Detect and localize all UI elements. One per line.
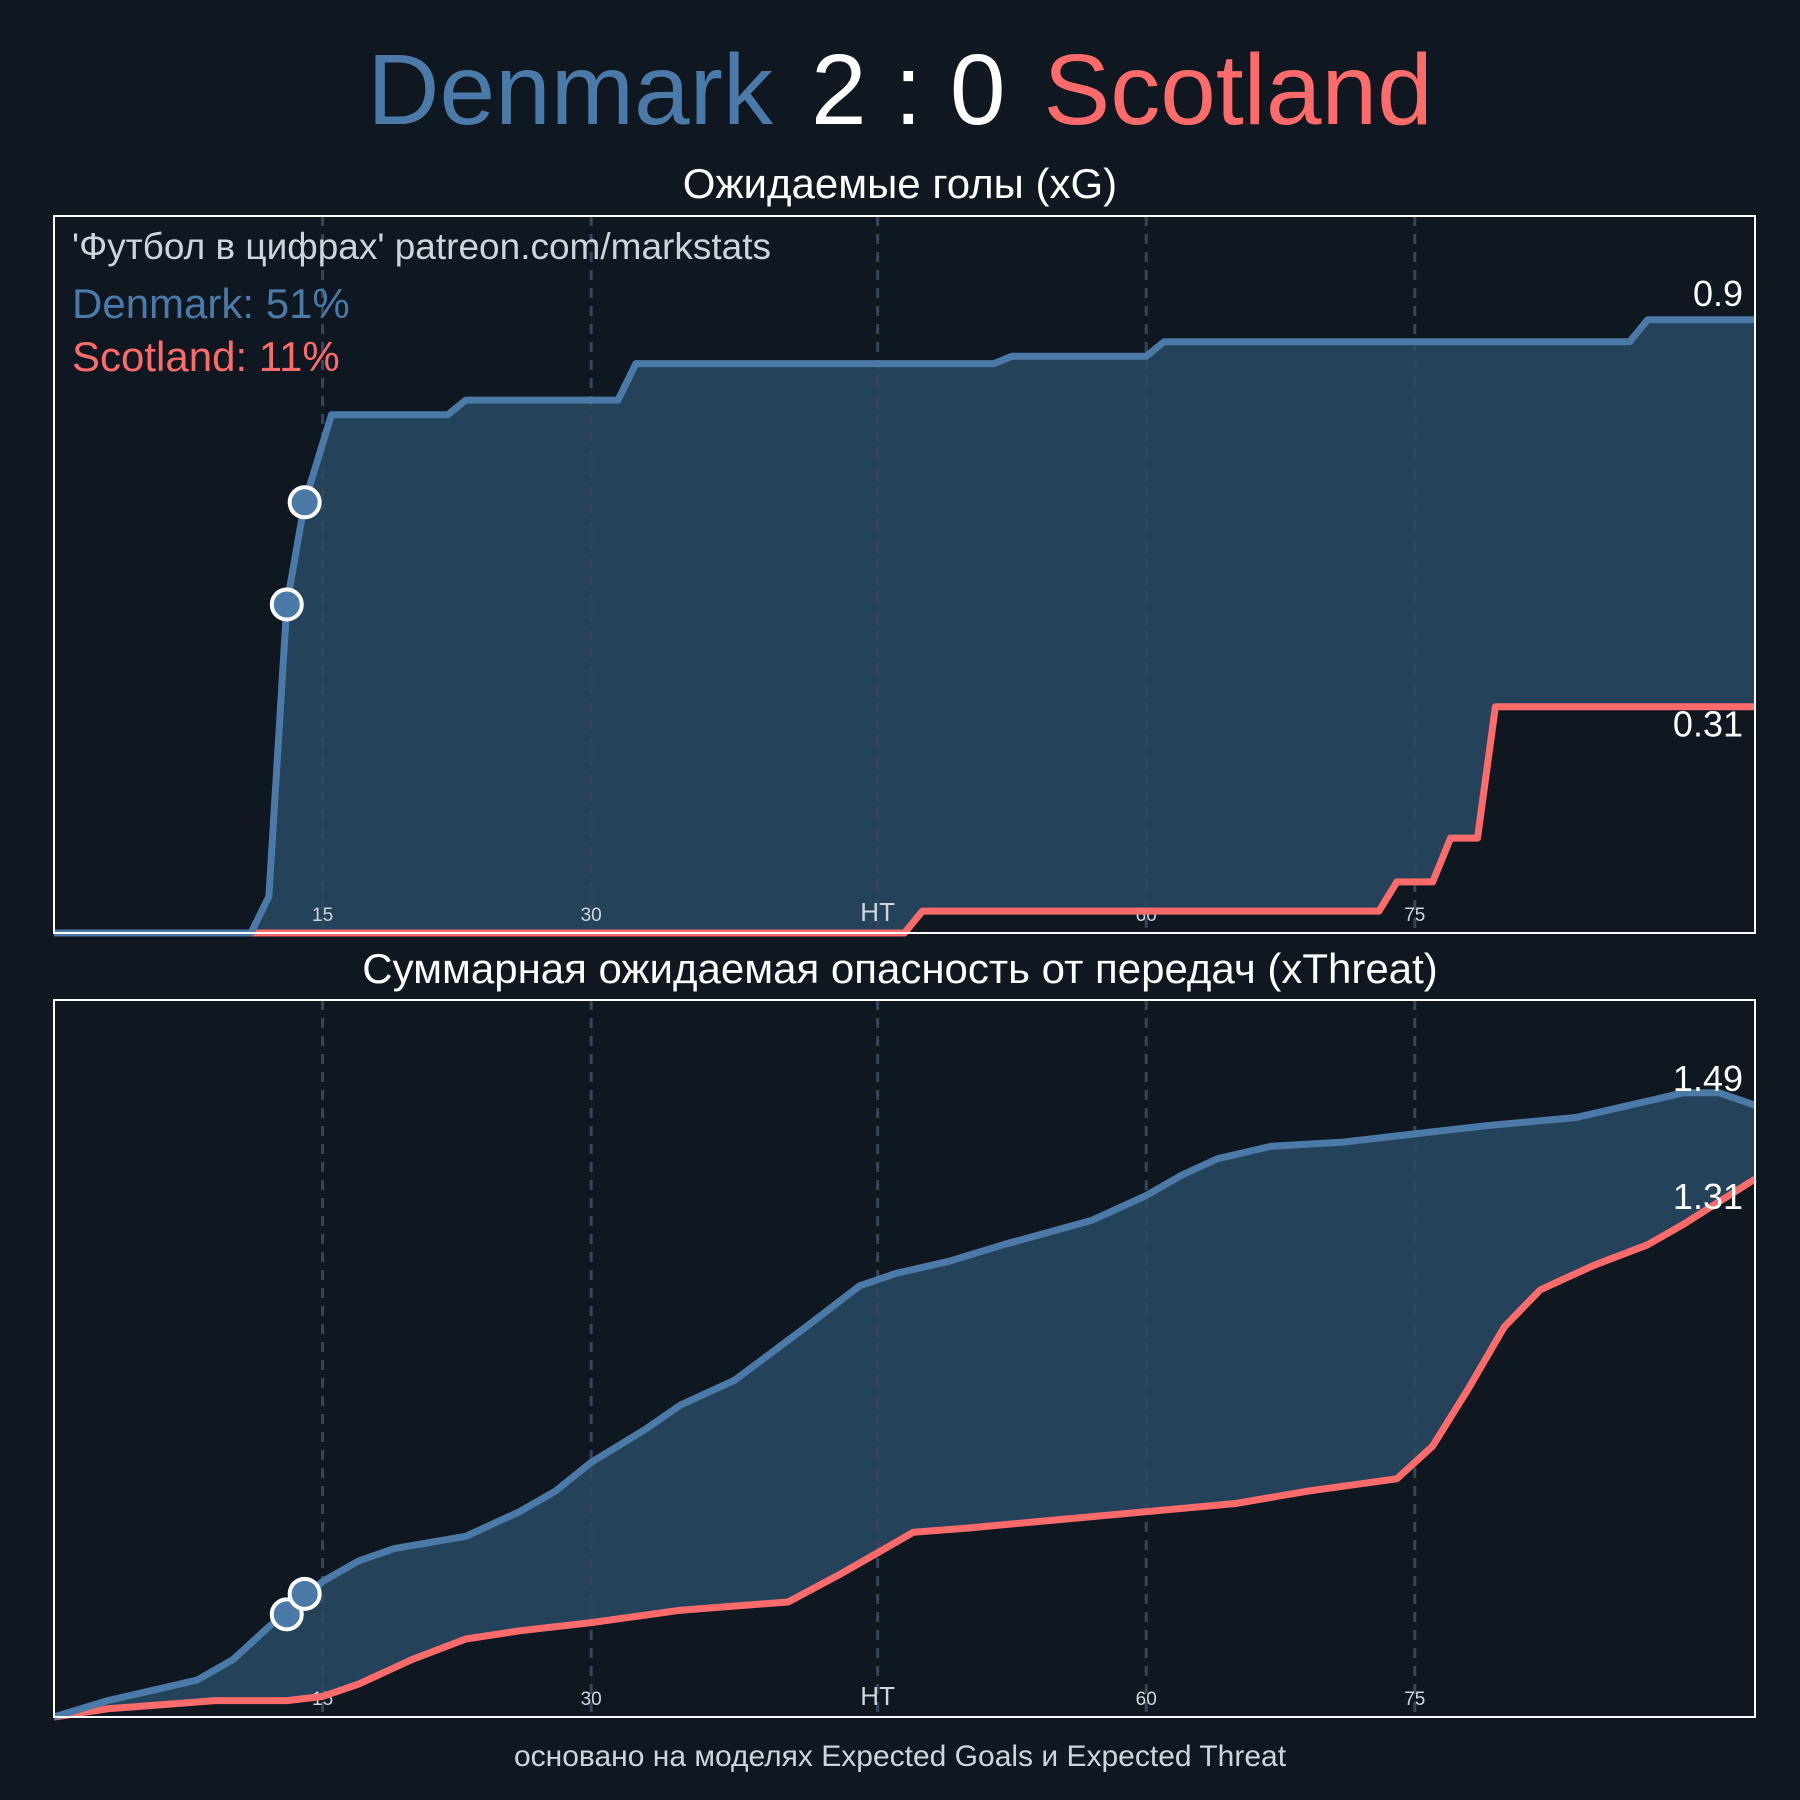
goal-marker: [287, 1576, 322, 1611]
legend-away: Scotland: 11%: [72, 333, 340, 381]
watermark-text: 'Футбол в цифрах' patreon.com/markstats: [72, 226, 772, 267]
home-series-line: [54, 316, 1755, 937]
goal-marker: [287, 485, 322, 520]
home-end-value: 0.9: [1693, 273, 1743, 314]
xg-panel-title: Ожидаемые голы (xG): [682, 160, 1118, 207]
away-end-value: 1.31: [1673, 1176, 1743, 1217]
xt-panel-title: Суммарная ожидаемая опасность от передач…: [362, 945, 1438, 992]
plot-frame: [53, 999, 1756, 1718]
away-series-line: [54, 703, 1755, 937]
x-tick-label: HT: [860, 897, 895, 927]
plot-frame: [53, 215, 1756, 934]
x-tick-label: HT: [860, 1681, 895, 1711]
area-between-series: [54, 1092, 1755, 1717]
footer-note: основано на моделях Expected Goals и Exp…: [513, 1740, 1287, 1773]
chart-panel-1: 15 30 HT 60 750.90.31: [53, 215, 1756, 937]
home-team-name: Denmark: [367, 34, 773, 146]
match-score: 2 : 0: [810, 34, 1006, 146]
x-tick-label: 30: [581, 905, 602, 926]
x-tick-label: 75: [1404, 1689, 1425, 1710]
x-tick-label: 30: [581, 1689, 602, 1710]
x-tick-label: 60: [1136, 1689, 1157, 1710]
x-tick-label: 75: [1404, 905, 1425, 926]
x-tick-label: 15: [312, 905, 333, 926]
goal-marker: [269, 587, 304, 622]
away-series-line: [53, 1176, 1757, 1721]
away-team-name: Scotland: [1043, 34, 1433, 146]
legend-away-label: Scotland: 11%: [72, 333, 340, 380]
away-end-value: 0.31: [1673, 704, 1743, 745]
legend-home: Denmark: 51%: [72, 280, 350, 328]
area-between-series: [54, 319, 1755, 933]
legend-home-label: Denmark: 51%: [72, 280, 350, 327]
match-header: Denmark 2 : 0 Scotland: [0, 30, 1800, 150]
chart-panel-2: 15 30 HT 60 751.491.31: [52, 999, 1757, 1721]
home-end-value: 1.49: [1673, 1058, 1743, 1099]
